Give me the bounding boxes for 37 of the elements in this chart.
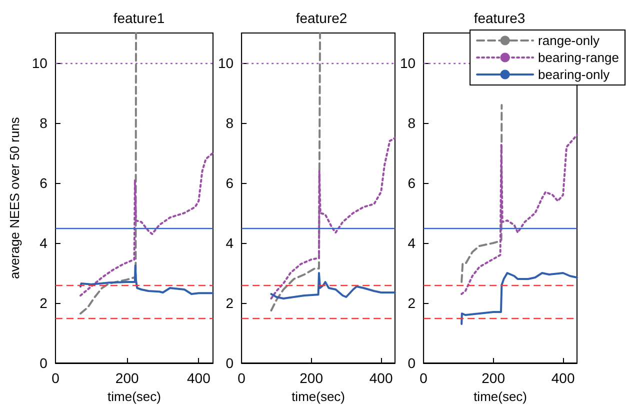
y-tick-label: 10 [400,55,416,71]
x-tick-label: 0 [420,370,428,386]
y-tick-label: 6 [408,175,416,191]
chart-title: feature3 [474,10,526,26]
y-tick-label: 2 [226,295,234,311]
y-tick-label: 6 [226,175,234,191]
y-tick-label: 0 [40,355,48,371]
x-tick-label: 0 [238,370,246,386]
y-tick-label: 4 [226,235,234,251]
y-tick-label: 10 [32,55,48,71]
x-tick-label: 400 [551,370,575,386]
y-tick-label: 8 [408,115,416,131]
legend-label: bearing-range [538,50,620,65]
x-tick-label: 0 [52,370,60,386]
y-tick-label: 0 [226,355,234,371]
chart-title: feature1 [113,10,165,26]
y-tick-label: 6 [40,175,48,191]
chart-title: feature2 [296,10,348,26]
legend-label: bearing-only [538,67,610,82]
x-tick-label: 200 [300,370,324,386]
x-axis-title: time(sec) [292,388,346,404]
y-tick-label: 0 [408,355,416,371]
y-axis-title: average NEES over 50 runs [7,116,22,279]
x-tick-label: 200 [115,370,139,386]
legend-label: range-only [538,33,600,48]
y-tick-label: 4 [408,235,416,251]
y-tick-label: 2 [40,295,48,311]
x-tick-label: 400 [369,370,393,386]
y-tick-label: 2 [408,295,416,311]
y-tick-label: 10 [218,55,234,71]
x-axis-title: time(sec) [474,388,528,404]
y-tick-label: 8 [226,115,234,131]
x-tick-label: 400 [187,370,211,386]
x-tick-label: 200 [482,370,506,386]
y-tick-label: 8 [40,115,48,131]
x-axis-title: time(sec) [108,388,161,404]
y-tick-label: 4 [40,235,48,251]
